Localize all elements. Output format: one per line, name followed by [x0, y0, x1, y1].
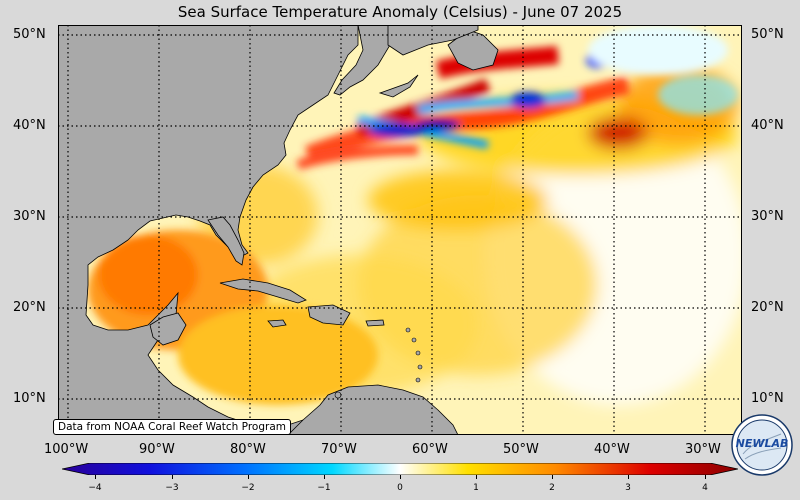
colorbar-tick-mark	[95, 475, 96, 479]
colorbar-tick-label: −3	[165, 483, 179, 493]
lat-label-left-50: 50°N	[13, 27, 46, 42]
colorbar-tick-label: 4	[702, 483, 708, 493]
lat-label-right-10: 10°N	[751, 391, 784, 406]
lon-label-60w: 60°W	[412, 442, 448, 457]
colorbar-tick-mark	[705, 475, 706, 479]
logo-text: NEWLAB	[736, 437, 789, 450]
lon-label-50w: 50°W	[503, 442, 539, 457]
newlab-logo: NEWLAB	[731, 414, 793, 476]
colorbar-tick-label: 0	[397, 483, 403, 493]
colorbar-tick-label: 2	[549, 483, 555, 493]
colorbar	[62, 463, 738, 475]
colorbar-tick-label: −4	[88, 483, 102, 493]
florida-land	[207, 216, 245, 266]
colorbar-tick-mark	[324, 475, 325, 479]
lat-label-right-30: 30°N	[751, 209, 784, 224]
colorbar-tick-label: −1	[317, 483, 331, 493]
graticule	[58, 25, 742, 435]
lon-label-30w: 30°W	[685, 442, 721, 457]
sst-anomaly-map	[58, 25, 742, 435]
colorbar-tick-mark	[552, 475, 553, 479]
colorbar-tick-label: −2	[241, 483, 255, 493]
colorbar-tick-mark	[476, 475, 477, 479]
map-canvas	[58, 25, 742, 435]
lon-label-40w: 40°W	[594, 442, 630, 457]
lon-label-90w: 90°W	[139, 442, 175, 457]
lesser-antilles	[334, 327, 423, 399]
lon-label-80w: 80°W	[230, 442, 266, 457]
lat-label-left-20: 20°N	[13, 300, 46, 315]
south-america-land	[287, 384, 459, 435]
hispaniola-land	[307, 304, 351, 326]
north-america-land	[58, 25, 359, 435]
colorbar-tick-mark	[172, 475, 173, 479]
lat-label-left-30: 30°N	[13, 209, 46, 224]
lat-label-right-20: 20°N	[751, 300, 784, 315]
lat-label-left-10: 10°N	[13, 391, 46, 406]
colorbar-tick-label: 3	[625, 483, 631, 493]
cuba-land	[219, 278, 307, 304]
puerto-rico-land	[365, 319, 385, 327]
nova-scotia-land	[378, 74, 419, 98]
lat-label-right-50: 50°N	[751, 27, 784, 42]
lat-label-left-40: 40°N	[13, 118, 46, 133]
jamaica-land	[267, 319, 287, 328]
map-title: Sea Surface Temperature Anomaly (Celsius…	[177, 3, 623, 21]
lon-label-70w: 70°W	[321, 442, 357, 457]
colorbar-tick-mark	[628, 475, 629, 479]
data-source-note: Data from NOAA Coral Reef Watch Program	[53, 419, 291, 435]
colorbar-tick-mark	[400, 475, 401, 479]
land-masses	[58, 25, 499, 435]
colorbar-tick-label: 1	[473, 483, 479, 493]
lat-label-right-40: 40°N	[751, 118, 784, 133]
colorbar-tick-mark	[248, 475, 249, 479]
lon-label-100w: 100°W	[44, 442, 89, 457]
